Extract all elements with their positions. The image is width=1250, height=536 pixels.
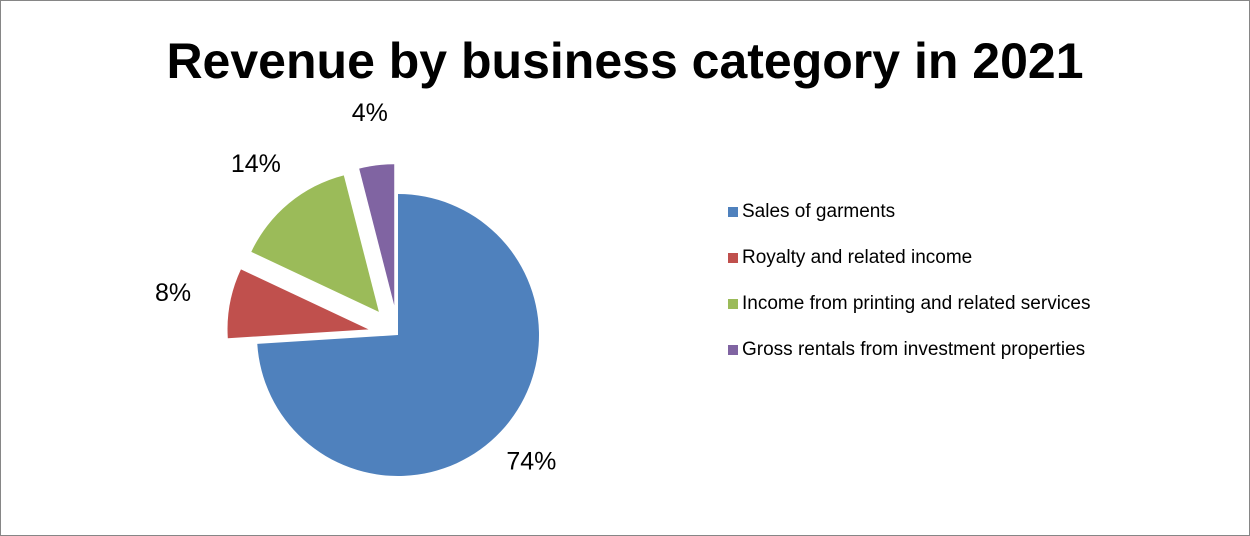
data-label-1: 74%: [506, 447, 556, 475]
legend-swatch-1: [728, 206, 738, 217]
legend-item-1: Sales of garments: [728, 200, 1091, 223]
legend-swatch-2: [728, 252, 738, 263]
legend-swatch-4: [728, 344, 738, 355]
legend-swatch-3: [728, 298, 738, 309]
pie-slice-1: [257, 194, 539, 476]
legend-label-4: Gross rentals from investment properties: [742, 338, 1086, 360]
data-label-3: 14%: [231, 150, 281, 178]
legend-item-3: Income from printing and related service…: [728, 292, 1091, 315]
pie-slice-3: [251, 175, 379, 312]
pie-slice-2: [227, 269, 369, 339]
legend: Sales of garments Royalty and related inc…: [728, 200, 1091, 384]
data-label-2: 8%: [155, 279, 191, 307]
legend-item-4: Gross rentals from investment properties: [728, 338, 1091, 361]
legend-label-1: Sales of garments: [742, 200, 896, 222]
legend-label-3: Income from printing and related service…: [742, 292, 1091, 314]
chart-title: Revenue by business category in 2021: [166, 33, 1084, 89]
legend-label-2: Royalty and related income: [742, 246, 973, 268]
pie-slice-4: [359, 164, 395, 306]
data-label-4: 4%: [352, 99, 388, 127]
legend-item-2: Royalty and related income: [728, 246, 1091, 269]
